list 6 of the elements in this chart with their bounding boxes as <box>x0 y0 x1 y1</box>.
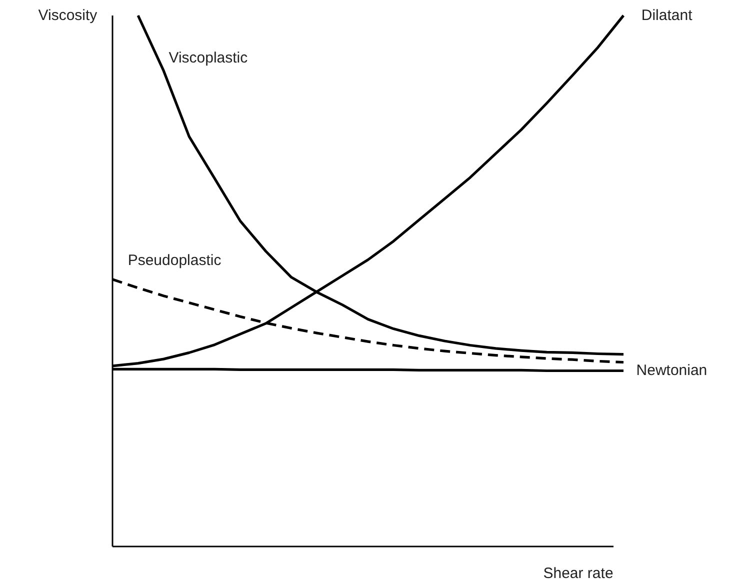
series-label: Viscoplastic <box>168 49 248 66</box>
x-axis-title: Shear rate <box>543 565 614 579</box>
y-axis-title: Viscosity <box>38 7 98 24</box>
series-label: Pseudoplastic <box>128 252 222 269</box>
series-label: Dilatant <box>641 7 694 24</box>
series-label: Newtonian <box>636 362 708 380</box>
